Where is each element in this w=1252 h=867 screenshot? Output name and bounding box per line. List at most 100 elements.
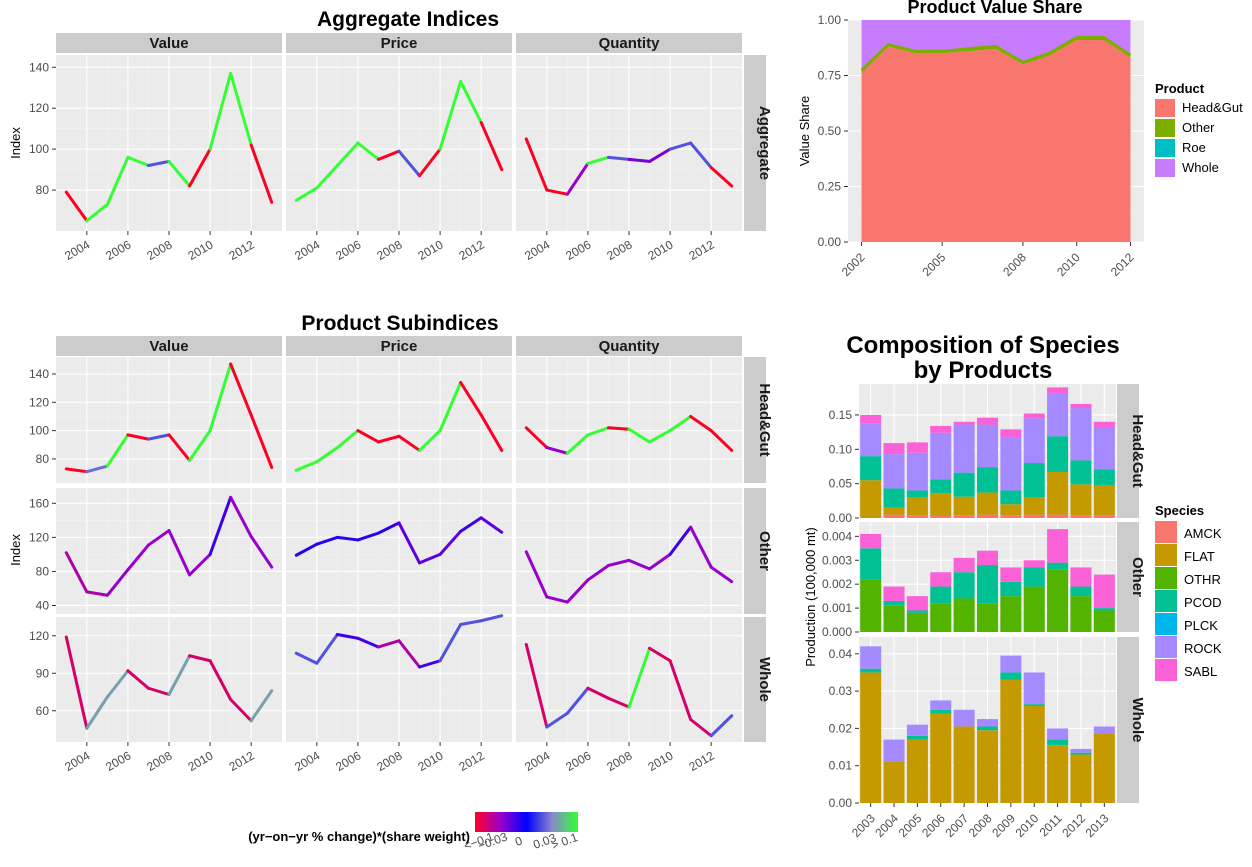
bar-segment-rock: [976, 719, 999, 727]
series-line-segment: [85, 590, 109, 597]
x-tick-label: 2011: [1037, 811, 1065, 839]
series-line-segment: [418, 659, 442, 669]
series-line-segment: [397, 434, 422, 452]
bar-segment-rock: [860, 646, 882, 669]
bar-segment-othr: [930, 603, 952, 632]
bar-segment-pcod: [976, 565, 999, 604]
y-tick-label: 0.02: [829, 721, 853, 735]
bar-segment-rock: [1047, 728, 1069, 740]
x-tick-label: 2012: [1108, 250, 1137, 279]
bar-segment-pcod: [930, 586, 952, 604]
series-line-segment: [126, 669, 150, 690]
series-line-segment: [565, 578, 590, 604]
legend-label: SABL: [1184, 664, 1217, 679]
series-line-segment: [648, 552, 672, 571]
series-line-segment: [249, 689, 274, 723]
series-line-segment: [335, 141, 360, 168]
x-tick-label: 2008: [144, 237, 174, 263]
series-line-segment: [85, 464, 109, 474]
bar-segment-rock: [1070, 748, 1092, 753]
facet-strip-label: Other: [756, 531, 773, 571]
x-tick-label: 2012: [227, 748, 257, 774]
bar-segment-sabl: [1047, 387, 1069, 393]
x-tick-label: 2012: [687, 237, 717, 263]
series-line-segment: [85, 202, 109, 223]
x-tick-label: 2010: [415, 237, 445, 263]
series-line-segment: [356, 531, 380, 542]
bar-segment-othr: [1047, 569, 1069, 632]
series-line-segment: [188, 147, 212, 188]
series-line-segment: [64, 190, 89, 223]
x-tick-label: 2006: [333, 748, 363, 774]
bar-segment-othr: [860, 579, 882, 632]
bar-segment-amck: [953, 515, 975, 518]
series-line-segment: [249, 413, 274, 469]
bar-segment-rock: [976, 424, 999, 468]
series-line-segment: [315, 164, 339, 190]
facet-strip-label: Head&Gut: [756, 383, 773, 456]
y-tick-label: 0.05: [829, 477, 853, 491]
series-line-segment: [545, 711, 569, 729]
bar-segment-flat: [1070, 484, 1092, 516]
bar-segment-flat: [883, 507, 905, 515]
y-tick-label: 120: [29, 530, 49, 544]
bar-segment-sabl: [1093, 421, 1115, 428]
bar-segment-pcod: [1023, 704, 1045, 707]
bar-segment-flat: [1000, 504, 1022, 516]
bar-segment-sabl: [930, 425, 952, 433]
series-line-segment: [668, 141, 693, 151]
bar-segment-sabl: [953, 421, 975, 425]
bar-segment-sabl: [976, 417, 999, 425]
bar-segment-sabl: [930, 572, 952, 587]
x-tick-label: 2010: [185, 748, 215, 774]
x-tick-label: 2012: [227, 237, 257, 263]
x-tick-label: 2013: [1083, 811, 1112, 840]
series-line-segment: [229, 495, 253, 539]
bar-segment-pcod: [883, 488, 905, 508]
series-line-segment: [524, 643, 549, 729]
x-tick-label: 2004: [522, 748, 552, 774]
bar-segment-pcod: [860, 456, 882, 481]
bar-segment-rock: [930, 432, 952, 480]
series-line-segment: [524, 550, 549, 599]
bar-segment-sabl: [953, 557, 975, 573]
x-tick-label: 2004: [62, 237, 92, 263]
series-line-segment: [709, 166, 734, 188]
series-line-segment: [689, 718, 713, 738]
series-line-segment: [438, 529, 463, 556]
series-line-segment: [294, 460, 319, 472]
y-tick-label: 120: [29, 629, 49, 643]
legend-swatch: [1155, 590, 1177, 612]
x-tick-label: 2008: [966, 811, 995, 840]
bar-segment-flat: [930, 493, 952, 516]
series-line-segment: [188, 429, 212, 462]
y-tick-label: 160: [29, 496, 49, 510]
series-line-segment: [105, 669, 130, 699]
series-line-segment: [356, 429, 380, 444]
facet-strip-right: [744, 55, 766, 231]
series-line-segment: [376, 149, 401, 161]
bar-segment-pcod: [1070, 586, 1092, 597]
legend-swatch: [1155, 544, 1177, 566]
bar-segment-rock: [953, 709, 975, 727]
bar-segment-flat: [883, 761, 905, 803]
series-line-segment: [229, 71, 253, 147]
series-line-segment: [126, 433, 150, 441]
bar-segment-flat: [906, 739, 928, 803]
series-line-segment: [335, 633, 360, 640]
bar-segment-pcod: [1093, 608, 1115, 611]
bar-segment-othr: [953, 598, 975, 632]
series-line-segment: [167, 159, 192, 188]
series-line-segment: [418, 147, 442, 178]
series-line-segment: [249, 535, 274, 569]
series-line-segment: [479, 413, 504, 452]
series-line-segment: [418, 552, 442, 565]
y-tick-label: 0.50: [818, 124, 842, 138]
y-tick-label: 80: [36, 452, 50, 466]
series-line-segment: [85, 695, 109, 730]
x-tick-label: 2010: [645, 748, 675, 774]
bar-segment-sabl: [976, 550, 999, 566]
series-line-segment: [459, 619, 483, 626]
bar-segment-pcod: [1047, 562, 1069, 570]
x-tick-label: 2006: [103, 237, 133, 263]
